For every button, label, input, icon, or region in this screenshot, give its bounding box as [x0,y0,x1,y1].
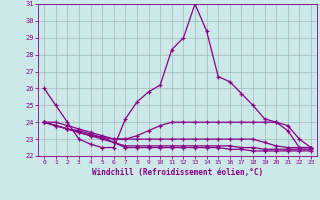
X-axis label: Windchill (Refroidissement éolien,°C): Windchill (Refroidissement éolien,°C) [92,168,263,177]
